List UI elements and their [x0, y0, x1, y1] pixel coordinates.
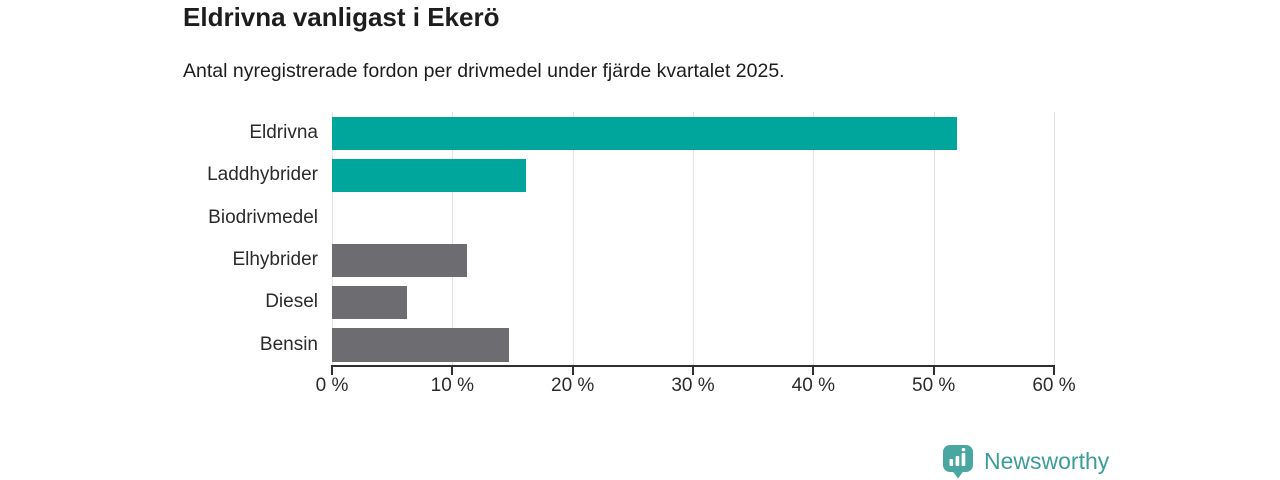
x-axis-tick [451, 365, 454, 375]
plot-area [332, 112, 1055, 366]
x-axis-tick-label: 50 % [912, 375, 956, 396]
gridline [452, 112, 454, 366]
x-axis-tick [692, 365, 694, 375]
gridline [693, 112, 694, 366]
category-labels: Eldrivna Laddhybrider Biodrivmedel Elhybrid… [0, 112, 318, 366]
x-axis-ticks [331, 365, 1055, 375]
bar-row [332, 324, 1054, 366]
category-label: Bensin [259, 333, 318, 355]
x-axis-tick-label: 10 % [430, 375, 474, 396]
bar-row [332, 239, 1054, 281]
x-axis-tick-label: 40 % [791, 375, 835, 396]
gridline [813, 112, 815, 366]
bar [332, 158, 526, 193]
x-axis-tick-label: 20 % [551, 375, 595, 396]
bar [332, 285, 407, 320]
x-axis-tick [1053, 365, 1055, 375]
gridline [1054, 112, 1055, 366]
category-label: Diesel [265, 291, 318, 313]
bar-row [332, 154, 1054, 196]
brand-name: Newsworthy [984, 448, 1110, 474]
x-axis-tick-labels: 0 % 10 % 20 % 30 % 40 % 50 % 60 % [316, 375, 1076, 399]
x-axis-tick [331, 365, 333, 375]
bar-row [332, 112, 1054, 154]
gridline [933, 112, 935, 366]
bar-row [332, 197, 1054, 239]
category-label: Eldrivna [249, 122, 318, 143]
x-axis-tick [932, 365, 935, 375]
x-axis-tick [571, 365, 574, 375]
category-label: Biodrivmedel [208, 206, 318, 228]
x-axis-tick [812, 365, 815, 375]
chart-subtitle: Antal nyregistrerade fordon per drivmede… [183, 60, 785, 82]
x-axis-tick-label: 60 % [1032, 375, 1076, 396]
category-label: Laddhybrider [207, 164, 318, 186]
category-label: Elhybrider [232, 249, 318, 270]
chart-title: Eldrivna vanligast i Ekerö [183, 2, 500, 32]
bar-row [332, 281, 1054, 323]
bar [332, 116, 957, 150]
footer-brand: Newsworthy [942, 444, 1109, 479]
gridline [332, 112, 333, 366]
bar [332, 243, 467, 277]
newsworthy-logo-icon [943, 445, 973, 479]
x-axis-tick-label: 30 % [671, 375, 715, 396]
x-axis-tick-label: 0 % [315, 375, 349, 396]
bar [332, 328, 509, 362]
gridline [572, 112, 574, 366]
